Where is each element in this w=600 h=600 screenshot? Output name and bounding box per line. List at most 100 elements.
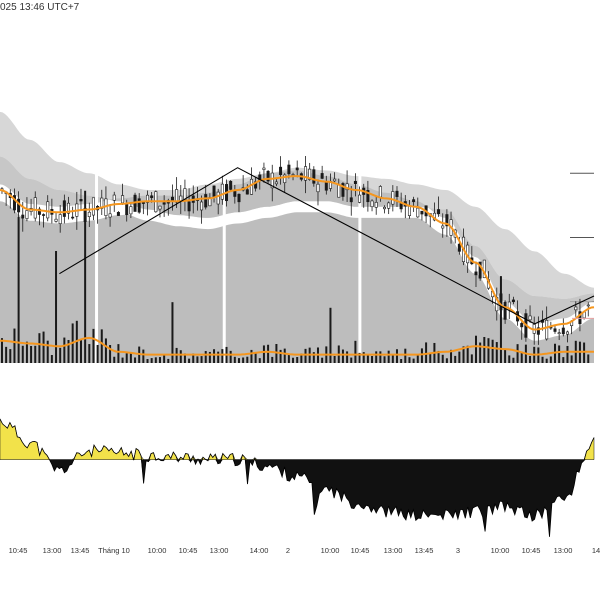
volume-bar xyxy=(516,344,519,363)
volume-bar xyxy=(267,344,270,363)
volume-bar xyxy=(450,349,453,363)
candle-body xyxy=(383,206,387,210)
volume-bar xyxy=(529,355,532,363)
candle-body xyxy=(79,199,83,202)
candle-body xyxy=(395,190,399,197)
x-tick-label: 3 xyxy=(456,546,460,555)
volume-bar xyxy=(262,345,265,363)
candle-body xyxy=(416,207,420,218)
volume-bar xyxy=(491,339,494,363)
candle-body xyxy=(420,210,424,215)
volume-bar xyxy=(192,353,195,363)
volume-bar xyxy=(0,338,3,363)
volume-bar xyxy=(196,356,199,363)
candle-body xyxy=(21,214,25,219)
chart-timestamp: 025 13:46 UTC+7 xyxy=(0,2,80,13)
volume-bar xyxy=(79,340,82,363)
volume-bar xyxy=(121,357,124,363)
candle-body xyxy=(370,200,374,208)
volume-bar xyxy=(50,355,53,363)
volume-bar xyxy=(541,356,544,363)
x-tick-label: 10:00 xyxy=(321,546,340,555)
volume-bar xyxy=(412,358,415,363)
price-ma-line xyxy=(0,175,595,331)
candle-body xyxy=(237,193,241,203)
volume-bar xyxy=(520,351,523,363)
volume-bar xyxy=(233,356,236,363)
price-panel xyxy=(0,111,595,363)
volume-bar xyxy=(371,356,374,363)
volume-bar xyxy=(146,359,149,363)
candle-body xyxy=(17,198,21,213)
x-tick-label: 10:00 xyxy=(491,546,510,555)
volume-bar xyxy=(375,351,378,363)
volume-bar xyxy=(221,349,224,363)
x-tick-label: 13:45 xyxy=(415,546,434,555)
candle-body xyxy=(116,211,120,216)
volume-bar xyxy=(558,345,561,363)
volume-bar xyxy=(408,357,411,363)
candle-body xyxy=(478,261,482,279)
volume-bar xyxy=(55,251,58,363)
volume-bar xyxy=(117,344,120,363)
candle-body xyxy=(457,243,461,252)
time-axis: 10:45 13:00 13:45 Tháng 10 10:00 10:45 13:00 14… xyxy=(9,546,600,555)
volume-bar xyxy=(404,348,407,363)
candle-body xyxy=(270,172,274,189)
volume-bar xyxy=(312,352,315,363)
volume-bar xyxy=(358,352,361,363)
candle-body xyxy=(295,167,299,171)
volume-bar xyxy=(38,333,41,363)
volume-bar xyxy=(92,328,95,363)
candle-body xyxy=(146,194,150,203)
volume-bar xyxy=(570,355,573,363)
volume-bar xyxy=(113,356,116,363)
candle-body xyxy=(333,178,337,182)
volume-bar xyxy=(504,349,507,363)
x-tick-label: 13:45 xyxy=(71,546,90,555)
candle-body xyxy=(561,327,565,335)
volume-bar xyxy=(458,351,461,363)
volume-bar xyxy=(362,352,365,363)
volume-bar xyxy=(254,352,257,363)
volume-bar xyxy=(271,356,274,363)
volume-bar xyxy=(474,335,477,363)
candle-body xyxy=(341,183,345,197)
candle-body xyxy=(183,188,187,200)
volume-bar xyxy=(171,302,174,363)
price-body-shade xyxy=(0,201,594,363)
x-tick-label: 13:00 xyxy=(384,546,403,555)
volume-bar xyxy=(495,342,498,363)
volume-bar xyxy=(5,346,8,363)
candle-body xyxy=(324,182,328,191)
candle-body xyxy=(67,202,71,214)
candle-body xyxy=(54,218,58,222)
candle-body xyxy=(412,199,416,203)
volume-bar xyxy=(142,349,145,363)
candle-body xyxy=(387,202,391,209)
candle-body xyxy=(158,205,162,210)
volume-bar xyxy=(237,358,240,363)
volume-bar xyxy=(158,357,161,363)
volume-bar xyxy=(21,345,24,363)
volume-bar xyxy=(163,355,166,363)
x-tick-label: 2 xyxy=(286,546,290,555)
volume-bar xyxy=(545,358,548,363)
x-tick-label: 10:45 xyxy=(179,546,198,555)
candle-body xyxy=(308,168,312,180)
candle-body xyxy=(445,214,449,227)
volume-bar xyxy=(549,356,552,363)
volume-bar xyxy=(88,344,91,363)
candle-body xyxy=(366,190,370,203)
volume-bar xyxy=(387,350,390,363)
volume-bar xyxy=(562,357,565,363)
volume-bar xyxy=(125,353,128,363)
volume-bar xyxy=(466,345,469,363)
candle-body xyxy=(279,166,283,175)
candle-body xyxy=(220,183,224,200)
volume-bar xyxy=(483,336,486,363)
candle-body xyxy=(474,271,478,276)
oscillator-panel xyxy=(0,418,595,537)
candle-body xyxy=(520,323,524,328)
